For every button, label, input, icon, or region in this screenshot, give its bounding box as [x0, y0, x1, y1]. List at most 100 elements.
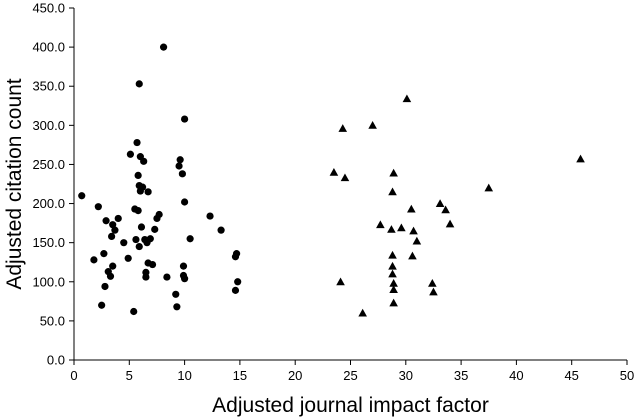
x-axis-ticks: 0 5 10 15 20 25 30 35 40 45 50	[70, 360, 634, 383]
y-tick-label: 300.0	[32, 118, 65, 133]
circle-point	[100, 250, 108, 258]
circle-point	[217, 226, 225, 234]
circle-point	[106, 272, 115, 280]
circle-point	[186, 235, 194, 243]
circle-point	[144, 188, 152, 196]
circle-point	[178, 170, 186, 178]
axes	[73, 8, 627, 361]
triangle-point	[389, 298, 398, 307]
triangle-point	[336, 277, 345, 286]
circle-point	[130, 307, 138, 316]
circle-point	[155, 210, 163, 219]
x-axis-title: Adjusted journal impact factor	[212, 394, 489, 417]
circle-point	[234, 278, 242, 286]
y-tick-label: 450.0	[32, 1, 65, 16]
triangle-point	[397, 223, 406, 232]
circle-point	[173, 303, 181, 311]
circle-point	[111, 226, 119, 234]
x-tick-label: 15	[233, 368, 247, 383]
circle-point	[108, 232, 116, 241]
triangle-point	[388, 250, 397, 259]
y-tick-label: 200.0	[32, 196, 65, 211]
circle-point	[176, 156, 184, 164]
triangle-point	[429, 287, 438, 296]
x-tick-label: 50	[620, 368, 634, 383]
circle-point	[135, 80, 143, 88]
circle-point	[134, 171, 142, 179]
triangle-point	[387, 225, 396, 233]
circle-point	[134, 206, 142, 215]
circle-point	[138, 183, 147, 191]
triangle-point	[576, 154, 585, 163]
circle-point	[231, 286, 240, 294]
circle-point	[120, 239, 128, 247]
y-tick-label: 0.0	[47, 353, 65, 368]
circle-point	[90, 256, 98, 264]
triangle-point	[402, 94, 412, 103]
y-axis-ticks: 0.0 50.0 100.0 150.0 200.0 250.0 300.0 350.0 400…	[32, 1, 74, 368]
circle-point	[102, 217, 110, 225]
circle-point	[175, 162, 183, 170]
y-axis-title: Adjusted citation count	[3, 78, 26, 289]
circle-point	[94, 203, 102, 211]
x-tick-label: 10	[177, 368, 191, 383]
triangle-point	[428, 279, 437, 287]
circle-point	[137, 223, 146, 231]
circle-point	[126, 150, 135, 158]
circle-point	[98, 301, 106, 309]
y-tick-label: 350.0	[32, 79, 65, 94]
triangle-point	[388, 269, 397, 278]
x-tick-label: 20	[288, 368, 302, 383]
circle-point	[232, 250, 241, 258]
x-tick-label: 30	[399, 368, 413, 383]
triangle-point	[388, 187, 397, 196]
x-tick-label: 0	[70, 368, 77, 383]
triangle-point	[441, 205, 450, 214]
circle-point	[135, 242, 143, 251]
x-tick-label: 40	[509, 368, 523, 383]
triangle-point	[409, 226, 418, 235]
circle-point	[140, 157, 148, 165]
triangle-point	[435, 199, 445, 207]
circle-point	[163, 273, 171, 281]
circle-point	[142, 273, 150, 281]
circle-point	[132, 235, 140, 244]
circle-point	[101, 282, 109, 291]
triangle-point	[408, 251, 417, 260]
y-tick-label: 50.0	[40, 313, 65, 328]
circle-point	[133, 138, 141, 147]
circle-point	[78, 192, 86, 200]
circle-point	[181, 198, 189, 206]
triangle-point	[389, 279, 398, 287]
triangle-point	[368, 121, 377, 129]
circle-point	[151, 225, 159, 233]
triangle-point	[340, 173, 350, 182]
circle-point	[124, 254, 132, 262]
triangle-point	[338, 124, 348, 132]
triangle-point	[388, 261, 397, 270]
circle-point	[172, 290, 180, 298]
triangle-point	[329, 167, 339, 176]
x-tick-label: 45	[564, 368, 578, 383]
triangle-point	[407, 204, 416, 213]
x-tick-label: 25	[343, 368, 357, 383]
triangle-point	[389, 285, 398, 294]
x-tick-label: 35	[454, 368, 468, 383]
circle-point	[181, 275, 189, 283]
x-tick-label: 5	[126, 368, 133, 383]
circle-point	[114, 214, 122, 223]
y-tick-label: 150.0	[32, 235, 65, 250]
triangle-point	[358, 308, 367, 317]
circle-point	[181, 115, 189, 123]
triangle-point	[412, 236, 422, 245]
circle-point	[148, 260, 157, 269]
circle-point	[159, 43, 168, 51]
triangle-point	[376, 220, 385, 229]
circle-point	[109, 262, 117, 270]
circle-point	[146, 235, 154, 243]
circle-point	[109, 221, 117, 229]
y-tick-label: 400.0	[32, 40, 65, 55]
triangle-point	[389, 168, 398, 177]
y-tick-label: 100.0	[32, 274, 65, 289]
y-tick-label: 250.0	[32, 157, 65, 172]
